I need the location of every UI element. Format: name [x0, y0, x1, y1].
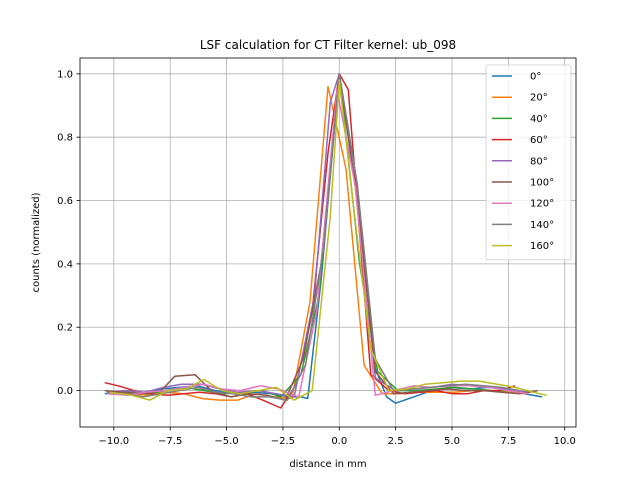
legend-label: 100°	[530, 178, 554, 189]
plot-area	[104, 73, 547, 409]
series-line	[107, 73, 520, 401]
series-line	[109, 79, 547, 401]
legend-label: 0°	[530, 72, 541, 83]
x-axis-label: distance in mm	[289, 459, 366, 470]
x-axis-ticks: −10.0 −7.5 −5.0 −2.5 0.0 2.5 5.0 7.5 10.0	[98, 427, 576, 447]
y-tick-label: 1.0	[57, 69, 73, 80]
legend-label: 80°	[530, 156, 548, 167]
legend-label: 40°	[530, 114, 548, 125]
x-tick-label: −5.0	[214, 436, 238, 447]
axes-frame	[79, 57, 577, 428]
y-tick-label: 0.4	[57, 259, 73, 270]
y-tick-label: 0.6	[57, 196, 73, 207]
x-tick-label: 5.0	[444, 436, 460, 447]
legend-label: 160°	[530, 241, 554, 252]
legend-label: 120°	[530, 199, 554, 210]
x-tick-label: 7.5	[500, 436, 516, 447]
legend-label: 140°	[530, 220, 554, 231]
y-axis-ticks: 0.0 0.2 0.4 0.6 0.8 1.0	[57, 69, 80, 397]
y-tick-label: 0.2	[57, 323, 73, 334]
y-tick-label: 0.8	[57, 133, 73, 144]
x-tick-label: −7.5	[158, 436, 182, 447]
series-line	[107, 88, 529, 398]
legend-box	[485, 64, 572, 261]
legend: 0° 20° 40° 60° 80° 100° 120° 140° 160°	[485, 64, 572, 261]
chart-title: LSF calculation for CT Filter kernel: ub…	[200, 38, 456, 52]
x-tick-label: 0.0	[331, 436, 347, 447]
y-axis-label: counts (normalized)	[31, 192, 42, 292]
y-tick-label: 0.0	[57, 386, 73, 397]
legend-label: 20°	[530, 93, 548, 104]
x-tick-label: 2.5	[388, 436, 404, 447]
x-tick-label: 10.0	[554, 436, 576, 447]
legend-label: 60°	[530, 135, 548, 146]
x-tick-label: −2.5	[271, 436, 295, 447]
x-tick-label: −10.0	[98, 436, 129, 447]
